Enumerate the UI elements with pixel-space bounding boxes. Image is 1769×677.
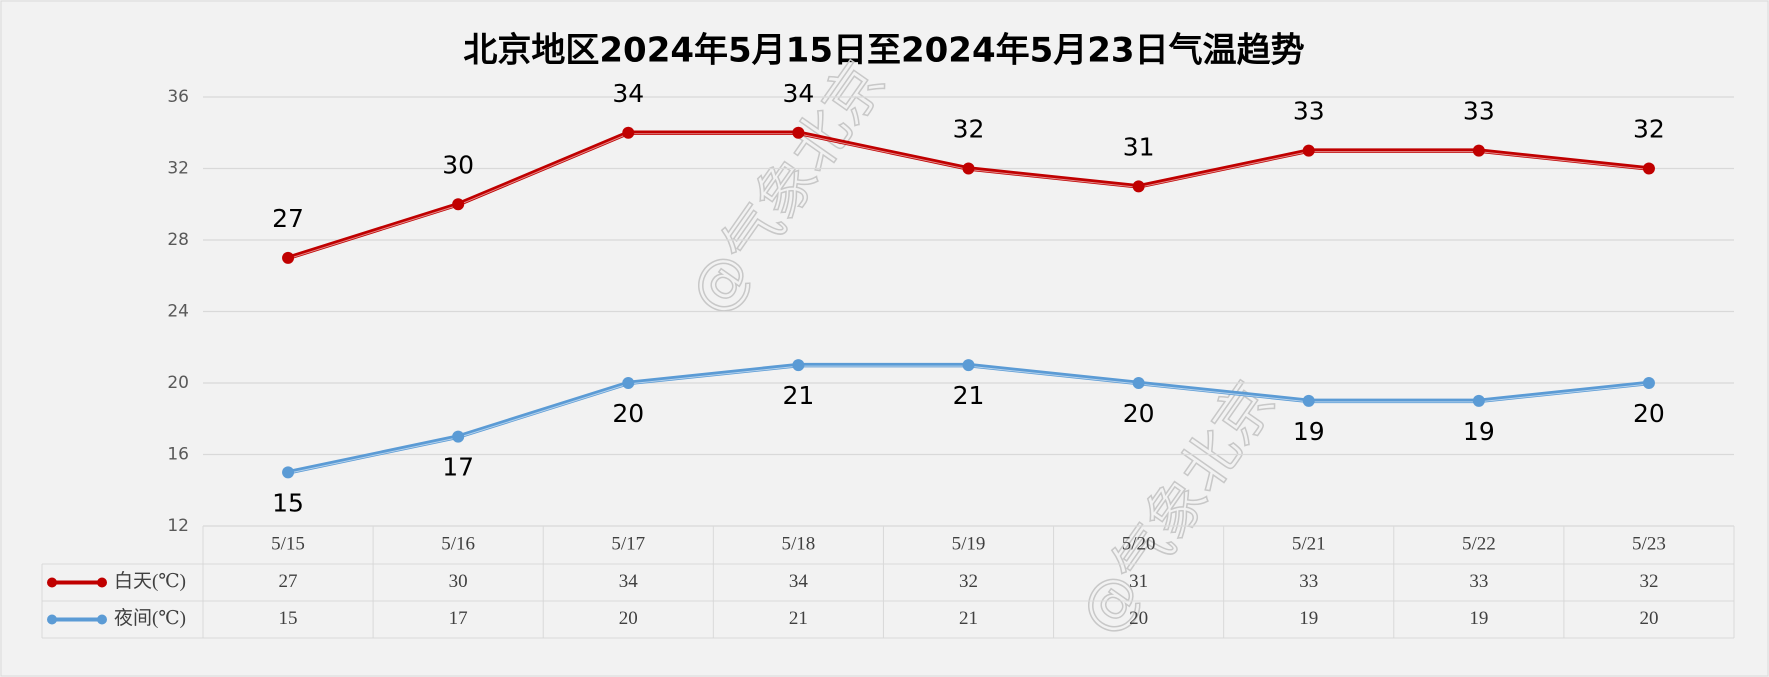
table-value: 21 (789, 608, 808, 629)
table-value: 20 (619, 608, 638, 629)
series-marker (962, 162, 975, 175)
y-tick-label: 28 (167, 230, 189, 250)
data-label: 30 (442, 150, 474, 179)
table-value: 15 (279, 608, 298, 629)
table-value: 19 (1299, 608, 1318, 629)
data-label: 32 (1633, 115, 1665, 144)
table-value: 33 (1299, 571, 1318, 592)
table-value: 20 (1129, 608, 1148, 629)
series-marker (1132, 180, 1145, 193)
x-tick-label: 5/19 (952, 533, 986, 554)
x-tick-label: 5/22 (1462, 533, 1496, 554)
series-marker (792, 359, 805, 372)
x-tick-label: 5/20 (1122, 533, 1156, 554)
series-marker (1302, 144, 1315, 157)
series-marker (1642, 162, 1655, 175)
x-tick-label: 5/23 (1632, 533, 1666, 554)
y-tick-label: 16 (167, 445, 189, 465)
series-marker (452, 198, 465, 211)
data-label: 31 (1123, 132, 1155, 161)
series-marker (1132, 377, 1145, 389)
data-label: 21 (953, 381, 985, 410)
series-marker (452, 430, 465, 443)
x-tick-label: 5/15 (271, 533, 305, 554)
table-value: 31 (1129, 571, 1148, 592)
data-label: 34 (612, 79, 644, 108)
series-marker (1472, 394, 1485, 407)
table-value: 34 (789, 571, 809, 592)
legend-marker (47, 577, 57, 588)
table-value: 20 (1639, 608, 1658, 629)
data-label: 15 (272, 488, 304, 517)
table-value: 34 (619, 571, 639, 592)
x-tick-label: 5/21 (1292, 533, 1326, 554)
data-label: 20 (1123, 399, 1155, 428)
y-tick-label: 36 (167, 87, 189, 107)
series-marker (1642, 377, 1655, 389)
series-marker (962, 359, 975, 372)
table-value: 19 (1469, 608, 1488, 629)
x-tick-label: 5/17 (611, 533, 645, 554)
series-marker (792, 126, 805, 139)
series-marker (282, 251, 295, 264)
data-label: 17 (442, 453, 474, 482)
series-marker (282, 466, 295, 479)
table-value: 32 (959, 571, 978, 592)
table-value: 17 (449, 608, 468, 629)
legend-marker (97, 614, 107, 625)
legend-marker (47, 614, 57, 625)
data-label: 20 (1633, 399, 1665, 428)
data-label: 33 (1293, 97, 1325, 126)
data-label: 19 (1293, 417, 1325, 446)
legend-marker (97, 577, 107, 588)
series-marker (622, 126, 635, 139)
legend-label: 白天(℃) (114, 570, 186, 592)
data-label: 33 (1463, 97, 1495, 126)
series-marker (1472, 144, 1485, 157)
series-marker (1302, 394, 1315, 407)
data-label: 34 (782, 79, 814, 108)
y-tick-label: 24 (167, 302, 189, 322)
x-tick-label: 5/16 (441, 533, 475, 554)
table-value: 32 (1639, 571, 1658, 592)
chart-title: 北京地区2024年5月15日至2024年5月23日气温趋势 (463, 31, 1304, 71)
y-tick-label: 12 (167, 516, 189, 536)
data-label: 20 (612, 399, 644, 428)
table-value: 33 (1469, 571, 1488, 592)
y-tick-label: 20 (167, 373, 189, 393)
x-tick-label: 5/18 (781, 533, 815, 554)
data-label: 21 (782, 381, 814, 410)
data-label: 19 (1463, 417, 1495, 446)
table-value: 21 (959, 608, 978, 629)
y-tick-label: 32 (167, 159, 189, 179)
table-value: 30 (449, 571, 468, 592)
data-label: 27 (272, 204, 304, 233)
table-value: 27 (279, 571, 298, 592)
series-marker (622, 377, 635, 389)
legend-label: 夜间(℃) (114, 607, 186, 629)
data-label: 32 (953, 115, 985, 144)
